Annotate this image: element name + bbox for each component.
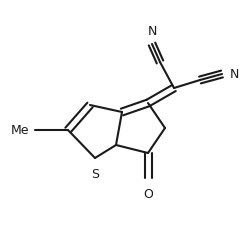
Text: N: N [230,68,239,81]
Text: N: N [147,25,157,38]
Text: O: O [143,188,153,201]
Text: S: S [91,168,99,181]
Text: Me: Me [11,124,29,137]
